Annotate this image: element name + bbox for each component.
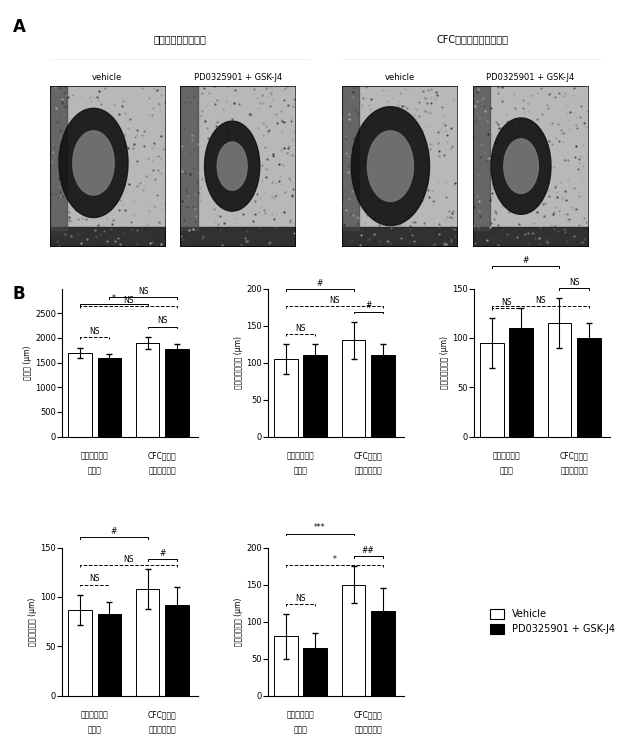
Bar <box>136 589 159 696</box>
Bar <box>274 636 297 696</box>
Text: NS: NS <box>501 297 512 306</box>
Text: NS: NS <box>157 317 167 326</box>
Text: B: B <box>12 285 25 303</box>
Text: コントロール: コントロール <box>81 710 108 719</box>
Text: CFC症候群: CFC症候群 <box>354 451 383 460</box>
Bar <box>548 323 571 437</box>
Bar <box>371 610 395 696</box>
Text: コントロール: コントロール <box>287 451 314 460</box>
Y-axis label: 肺動脈弁の厚み (μm): 肺動脈弁の厚み (μm) <box>234 336 243 389</box>
Bar <box>98 613 121 696</box>
Polygon shape <box>205 121 260 211</box>
Text: CFC症候群モデルマウス: CFC症候群モデルマウス <box>437 34 509 44</box>
Text: NS: NS <box>138 287 149 296</box>
Polygon shape <box>351 107 430 226</box>
Text: NS: NS <box>90 574 100 583</box>
Y-axis label: 三尖弁の厚み (μm): 三尖弁の厚み (μm) <box>29 597 37 646</box>
Bar <box>68 353 91 437</box>
Text: マウス: マウス <box>294 725 307 734</box>
Text: CFC症候群: CFC症候群 <box>148 710 177 719</box>
Text: NS: NS <box>90 327 100 336</box>
Text: モデルマウス: モデルマウス <box>355 725 382 734</box>
Bar <box>165 349 189 437</box>
Bar <box>304 355 327 437</box>
Text: コントロール: コントロール <box>81 451 108 460</box>
Text: #: # <box>159 549 165 558</box>
Text: モデルマウス: モデルマウス <box>149 725 176 734</box>
Bar <box>136 343 159 437</box>
Polygon shape <box>217 142 247 190</box>
Bar <box>341 585 365 696</box>
Text: NS: NS <box>329 296 340 305</box>
Polygon shape <box>504 139 538 193</box>
Text: マウス: マウス <box>294 466 307 475</box>
Polygon shape <box>59 108 128 218</box>
Text: モデルマウス: モデルマウス <box>355 466 382 475</box>
Text: ##: ## <box>362 545 374 554</box>
Text: NS: NS <box>123 296 134 305</box>
Text: マウス: マウス <box>88 725 101 734</box>
Text: CFC症候群: CFC症候群 <box>354 710 383 719</box>
Text: モデルマウス: モデルマウス <box>560 466 588 475</box>
Text: NS: NS <box>295 323 306 332</box>
Y-axis label: 僧帽弁の厚み (μm): 僧帽弁の厚み (μm) <box>234 597 243 646</box>
Bar <box>98 357 121 437</box>
Bar <box>509 328 533 437</box>
Bar <box>341 340 365 437</box>
Text: PD0325901 + GSK-J4: PD0325901 + GSK-J4 <box>486 73 574 82</box>
Text: モデルマウス: モデルマウス <box>149 466 176 475</box>
Text: PD0325901 + GSK-J4: PD0325901 + GSK-J4 <box>194 73 282 82</box>
Text: コントロール: コントロール <box>493 451 521 460</box>
Text: NS: NS <box>123 555 134 564</box>
Bar <box>68 610 91 696</box>
Text: *: * <box>333 555 337 564</box>
Y-axis label: 心容径 (μm): 心容径 (μm) <box>23 346 32 380</box>
Text: NS: NS <box>535 296 545 305</box>
Bar <box>165 605 189 696</box>
Text: CFC症候群: CFC症候群 <box>560 451 588 460</box>
Text: マウス: マウス <box>499 466 513 475</box>
Polygon shape <box>491 118 551 215</box>
Bar <box>371 355 395 437</box>
Polygon shape <box>73 131 114 195</box>
Text: #: # <box>522 256 529 265</box>
Text: A: A <box>12 18 26 36</box>
Bar <box>274 359 297 437</box>
Text: *: * <box>112 295 116 303</box>
Text: マウス: マウス <box>88 466 101 475</box>
Y-axis label: 大動脈弁の厚み (μm): 大動脈弁の厚み (μm) <box>440 336 449 389</box>
Legend: Vehicle, PD0325901 + GSK-J4: Vehicle, PD0325901 + GSK-J4 <box>486 605 619 638</box>
Text: #: # <box>111 527 117 536</box>
Text: #: # <box>365 301 371 310</box>
Polygon shape <box>368 131 414 201</box>
Bar <box>480 343 504 437</box>
Text: ***: *** <box>314 523 325 532</box>
Text: vehicle: vehicle <box>92 73 123 82</box>
Text: #: # <box>317 279 323 288</box>
Bar <box>304 648 327 696</box>
Text: コントロールマウス: コントロールマウス <box>154 34 207 44</box>
Text: NS: NS <box>569 278 580 287</box>
Text: NS: NS <box>295 593 306 602</box>
Bar <box>577 338 601 437</box>
Text: CFC症候群: CFC症候群 <box>148 451 177 460</box>
Text: vehicle: vehicle <box>384 73 415 82</box>
Text: コントロール: コントロール <box>287 710 314 719</box>
